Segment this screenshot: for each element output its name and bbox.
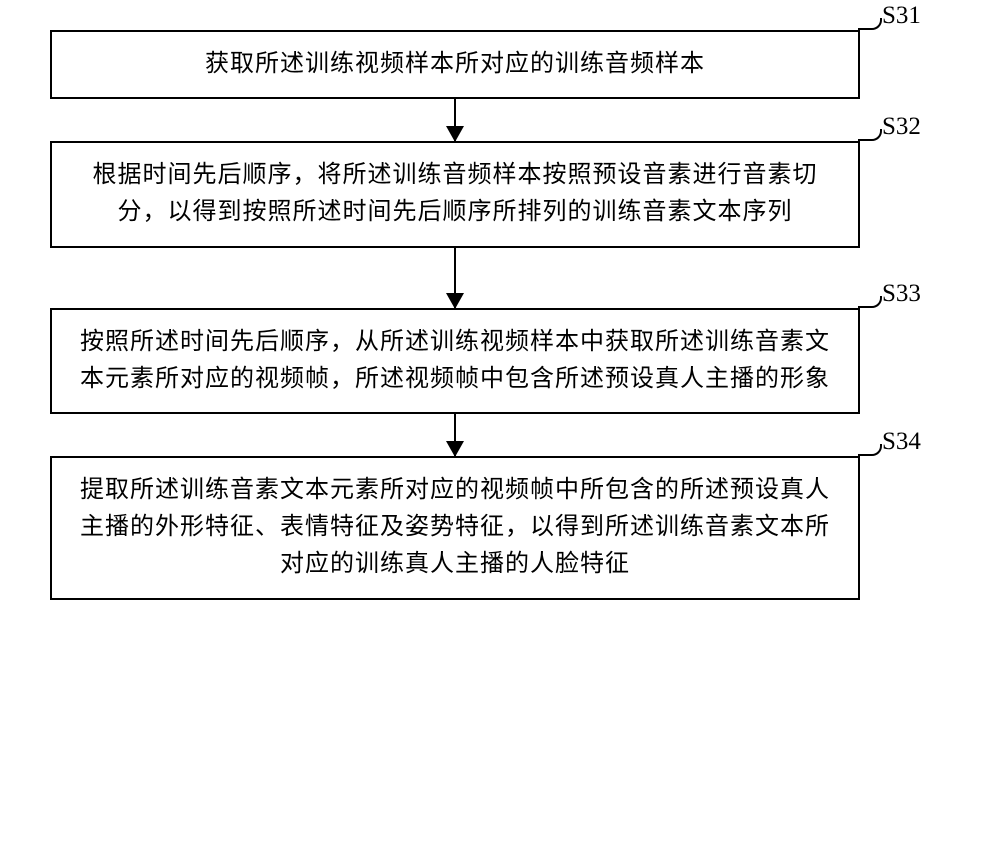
step-box: 根据时间先后顺序，将所述训练音频样本按照预设音素进行音素切分，以得到按照所述时间…	[50, 141, 860, 247]
step-label: S31	[882, 2, 921, 30]
step-text: 提取所述训练音素文本元素所对应的视频帧中所包含的所述预设真人主播的外形特征、表情…	[80, 477, 830, 577]
step-box: 按照所述时间先后顺序，从所述训练视频样本中获取所述训练音素文本元素所对应的视频帧…	[50, 308, 860, 414]
step-label: S32	[882, 113, 921, 141]
arrow-down-icon	[454, 99, 456, 141]
step-text: 获取所述训练视频样本所对应的训练音频样本	[205, 51, 705, 77]
step-s31: 获取所述训练视频样本所对应的训练音频样本 S31	[50, 30, 950, 99]
step-text: 按照所述时间先后顺序，从所述训练视频样本中获取所述训练音素文本元素所对应的视频帧…	[80, 329, 830, 392]
flowchart: 获取所述训练视频样本所对应的训练音频样本 S31 根据时间先后顺序，将所述训练音…	[50, 30, 950, 600]
step-label: S33	[882, 280, 921, 308]
step-box: 提取所述训练音素文本元素所对应的视频帧中所包含的所述预设真人主播的外形特征、表情…	[50, 456, 860, 600]
step-label: S34	[882, 428, 921, 456]
step-s32: 根据时间先后顺序，将所述训练音频样本按照预设音素进行音素切分，以得到按照所述时间…	[50, 141, 950, 247]
arrow-down-icon	[454, 248, 456, 308]
arrow-down-icon	[454, 414, 456, 456]
label-connector	[858, 18, 882, 30]
step-s33: 按照所述时间先后顺序，从所述训练视频样本中获取所述训练音素文本元素所对应的视频帧…	[50, 308, 950, 414]
step-box: 获取所述训练视频样本所对应的训练音频样本	[50, 30, 860, 99]
step-text: 根据时间先后顺序，将所述训练音频样本按照预设音素进行音素切分，以得到按照所述时间…	[93, 162, 818, 225]
step-s34: 提取所述训练音素文本元素所对应的视频帧中所包含的所述预设真人主播的外形特征、表情…	[50, 456, 950, 600]
label-connector	[858, 296, 882, 308]
label-connector	[858, 444, 882, 456]
label-connector	[858, 129, 882, 141]
